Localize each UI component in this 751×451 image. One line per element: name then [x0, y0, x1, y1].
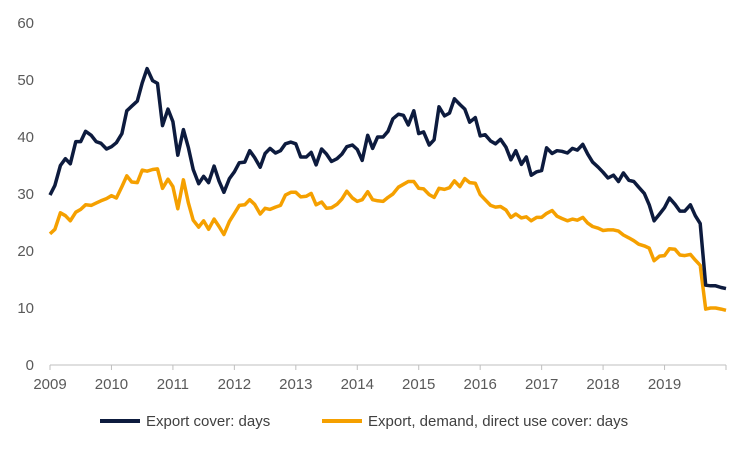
- x-tick-label: 2018: [586, 376, 619, 393]
- y-tick-label: 40: [17, 129, 34, 146]
- y-tick-label: 30: [17, 186, 34, 203]
- y-tick-label: 0: [26, 357, 34, 374]
- y-tick-label: 10: [17, 300, 34, 317]
- x-tick-label: 2017: [525, 376, 558, 393]
- x-tick-label: 2010: [95, 376, 128, 393]
- y-tick-label: 50: [17, 72, 34, 89]
- x-tick-label: 2019: [648, 376, 681, 393]
- y-tick-label: 20: [17, 243, 34, 260]
- series-lines: [48, 66, 727, 312]
- x-tick-label: 2013: [279, 376, 312, 393]
- x-tick-label: 2012: [218, 376, 251, 393]
- x-tick-label: 2009: [33, 376, 66, 393]
- legend: Export cover: days Export, demand, direc…: [100, 413, 628, 430]
- x-tick-label: 2014: [341, 376, 374, 393]
- legend-label-export-demand-direct-use-cover: Export, demand, direct use cover: days: [368, 413, 628, 430]
- series-line-export-demand-direct-use-cover: [48, 167, 727, 312]
- x-tick-label: 2015: [402, 376, 435, 393]
- series-line-export-cover: [48, 66, 727, 291]
- y-axis-tick-labels: 0 10 20 30 40 50 60: [17, 15, 34, 374]
- legend-label-export-cover: Export cover: days: [146, 413, 270, 430]
- x-tick-label: 2016: [463, 376, 496, 393]
- y-tick-label: 60: [17, 15, 34, 32]
- x-axis-tick-marks: [49, 365, 727, 370]
- x-tick-label: 2011: [157, 376, 189, 393]
- x-axis-tick-labels: 2009 2010 2011 2012 2013 2014 2015 2016 2017 2018…: [33, 376, 681, 393]
